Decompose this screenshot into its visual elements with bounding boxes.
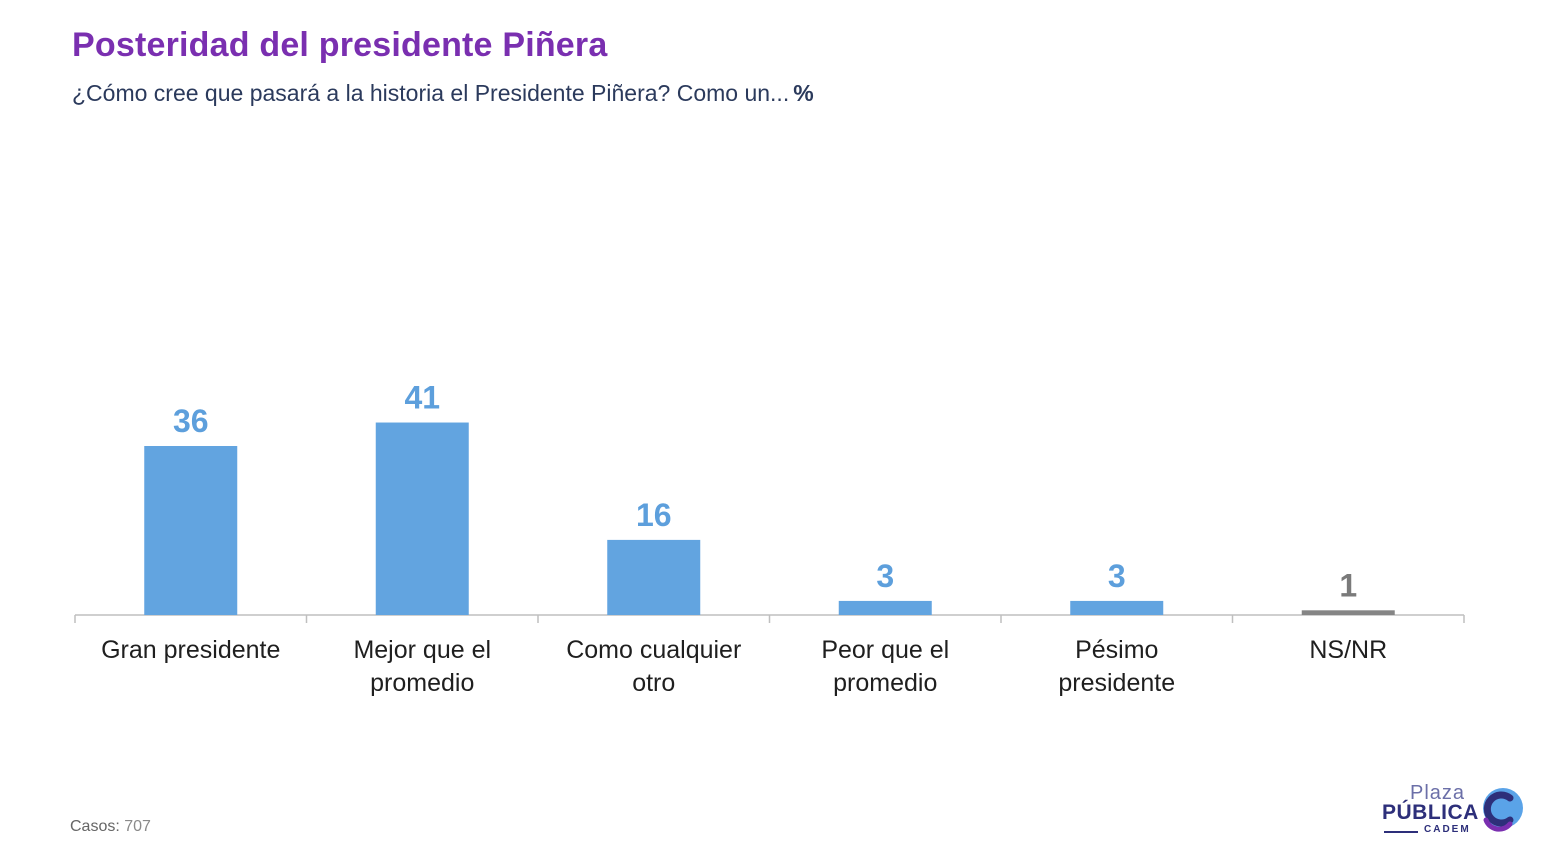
data-label-3: 3 [876,558,894,594]
category-label-line: Gran presidente [101,636,280,664]
bar-1 [375,422,469,615]
category-label-3: Peor que el promedio [821,636,949,697]
category-label-2: Como cualquier otro [566,636,741,697]
category-label-line: presidente [1058,669,1175,697]
category-label-line: NS/NR [1309,636,1387,664]
cases-value: 707 [124,818,151,835]
bar-5 [1301,610,1395,615]
category-label-4: Pésimo presidente [1058,636,1175,697]
data-label-2: 16 [636,497,672,533]
data-label-5: 1 [1339,567,1357,603]
category-label-line: Como cualquier [566,636,741,664]
bar-2 [607,539,701,615]
data-label-4: 3 [1108,558,1126,594]
subtitle-question: ¿Cómo cree que pasará a la historia el P… [72,80,790,106]
chart-subtitle: ¿Cómo cree que pasará a la historia el P… [72,80,814,107]
bar-0 [144,446,238,615]
category-label-line: promedio [833,669,937,697]
category-label-5: NS/NR [1309,636,1387,664]
chart-title: Posteridad del presidente Piñera [72,26,608,64]
category-label-line: promedio [370,669,474,697]
category-label-line: Peor que el [821,636,949,664]
plaza-publica-logo: Plaza PÚBLICA CADEM [1380,780,1530,840]
cases-footnote: Casos: 707 [70,818,151,836]
bar-4 [1070,600,1164,615]
data-label-1: 41 [404,380,440,416]
data-label-0: 36 [173,403,209,439]
logo-cadem-text: CADEM [1424,824,1471,835]
bar-3 [838,600,932,615]
category-label-line: Mejor que el [353,636,491,664]
cases-label: Casos: [70,818,120,835]
logo-plaza-text: Plaza [1410,782,1466,804]
logo-publica-text: PÚBLICA [1382,801,1479,824]
category-label-1: Mejor que el promedio [353,636,491,697]
category-label-line: Pésimo [1075,636,1158,664]
logo-mark-icon [1483,788,1523,832]
bar-chart: 36 Gran presidente 41 Mejor que el promedio 1… [74,380,1465,697]
category-label-0: Gran presidente [101,636,280,664]
category-label-line: otro [632,669,675,697]
subtitle-unit: % [793,80,814,106]
logo-underline [1384,831,1418,833]
